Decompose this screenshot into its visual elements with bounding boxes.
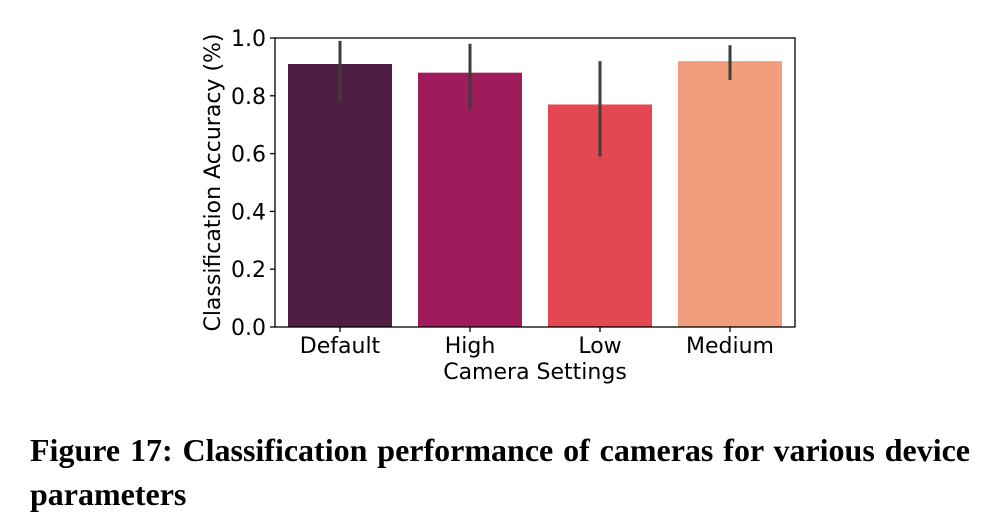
bar-high xyxy=(418,72,522,328)
x-tick-label: High xyxy=(445,334,496,359)
bar-default xyxy=(288,64,392,327)
x-axis-label: Camera Settings xyxy=(443,360,627,385)
figure-caption: Figure 17: Classification performance of… xyxy=(30,432,970,512)
error-bars-group xyxy=(338,40,732,157)
y-tick-label: 1.0 xyxy=(231,27,266,52)
y-axis-ticks: 0.0 0.2 0.4 0.6 0.8 1.0 xyxy=(231,27,275,341)
x-tick-label: Low xyxy=(578,334,621,359)
x-axis-ticks: Default High Low Medium xyxy=(300,327,774,359)
x-tick-label: Default xyxy=(300,334,381,359)
bar-medium xyxy=(678,61,782,328)
bar-chart: 0.00.20.40.60.81.0 Default High Low Medium … xyxy=(201,27,796,385)
bars-group xyxy=(288,61,782,328)
axes-frame xyxy=(274,37,796,328)
y-axis-label: Classification Accuracy (%) xyxy=(201,33,226,331)
y-tick-label: 0.0 xyxy=(231,316,266,341)
x-tick-label: Medium xyxy=(686,334,774,359)
y-tick-label: 0.6 xyxy=(231,143,266,168)
y-tick-label: 0.8 xyxy=(231,85,266,110)
y-tick-label: 0.2 xyxy=(231,258,266,283)
y-tick-label: 0.4 xyxy=(231,200,266,225)
